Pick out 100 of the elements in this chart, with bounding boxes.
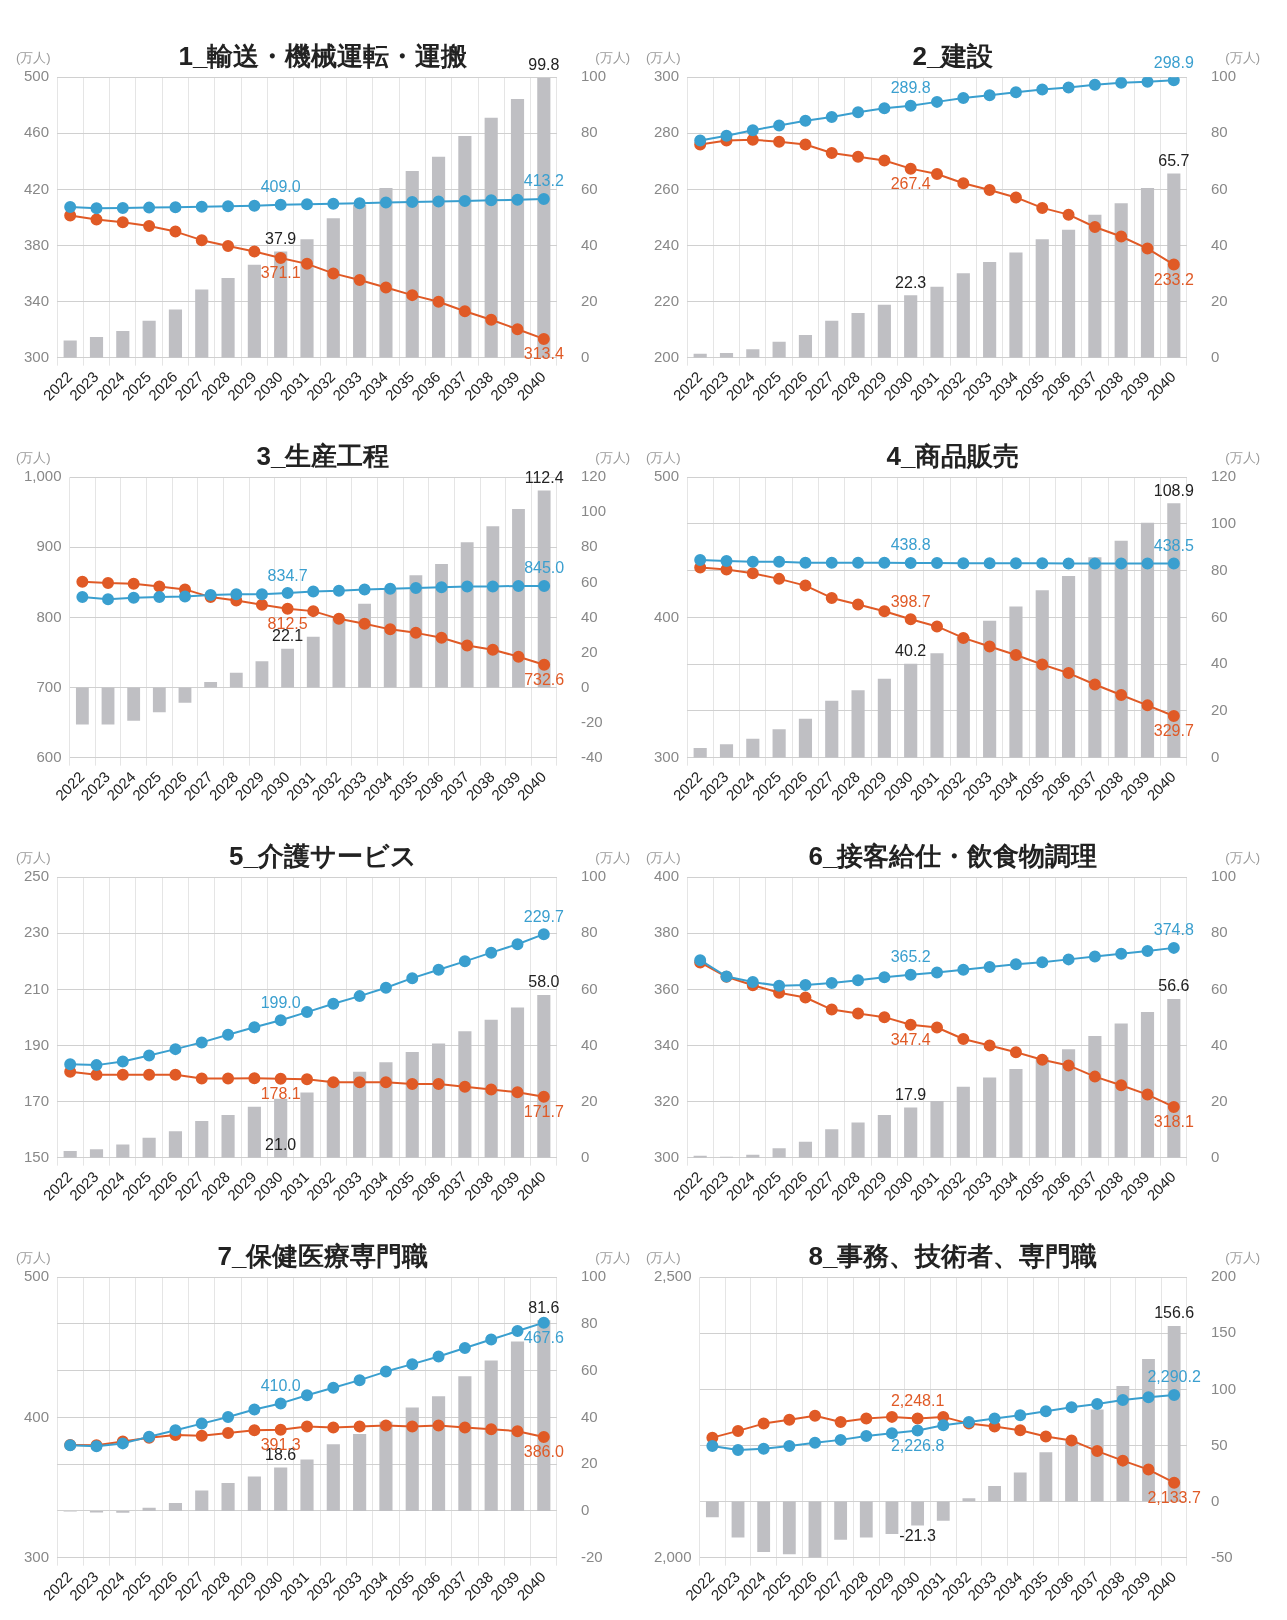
chart-title: 3_生産工程 bbox=[256, 440, 390, 471]
y2-axis-title: (万人) bbox=[595, 450, 630, 466]
data-label: 81.6 bbox=[528, 1298, 560, 1316]
y2-tick-label: 80 bbox=[580, 123, 598, 141]
y2-tick-label: 120 bbox=[580, 467, 606, 485]
y-tick-label: 2,000 bbox=[653, 1547, 692, 1565]
y2-tick-label: 100 bbox=[580, 67, 606, 85]
y2-tick-label: 150 bbox=[1210, 1323, 1236, 1341]
data-label: 199.0 bbox=[260, 993, 301, 1011]
data-label: 58.0 bbox=[528, 973, 560, 991]
data-label: 298.9 bbox=[1153, 53, 1194, 71]
y-tick-label: 700 bbox=[36, 677, 62, 695]
y2-tick-label: 100 bbox=[1210, 1379, 1236, 1397]
chart-title: 1_輸送・機械運転・運搬 bbox=[178, 40, 469, 71]
y-tick-label: 500 bbox=[24, 67, 50, 85]
y-tick-label: 260 bbox=[654, 179, 680, 197]
data-label: 37.9 bbox=[265, 229, 297, 247]
data-label: 438.5 bbox=[1153, 536, 1194, 554]
data-label: 21.0 bbox=[265, 1136, 297, 1154]
y2-axis-title: (万人) bbox=[595, 850, 630, 866]
y2-axis-title: (万人) bbox=[595, 1250, 630, 1266]
data-label: 834.7 bbox=[267, 566, 308, 584]
y-tick-label: 300 bbox=[24, 1547, 50, 1565]
y2-tick-label: 0 bbox=[1210, 1491, 1220, 1509]
data-label: 365.2 bbox=[890, 948, 931, 966]
data-label: 409.0 bbox=[260, 178, 301, 196]
y2-tick-label: 100 bbox=[580, 867, 606, 885]
y2-tick-label: 0 bbox=[580, 1501, 590, 1519]
y2-tick-label: 40 bbox=[580, 1407, 598, 1425]
y2-tick-label: 100 bbox=[580, 502, 606, 520]
data-label: 410.0 bbox=[260, 1376, 301, 1394]
y2-tick-label: 60 bbox=[580, 572, 598, 590]
y-tick-label: 230 bbox=[24, 923, 50, 941]
y-tick-label: 380 bbox=[654, 923, 680, 941]
data-label: 2,248.1 bbox=[890, 1391, 945, 1409]
y2-tick-label: 0 bbox=[580, 677, 590, 695]
chart-title: 8_事務、技術者、専門職 bbox=[808, 1240, 1098, 1271]
y-tick-label: 200 bbox=[654, 347, 680, 365]
data-label: 438.8 bbox=[890, 536, 931, 554]
y2-tick-label: -50 bbox=[1210, 1547, 1233, 1565]
y2-tick-label: -20 bbox=[580, 1547, 603, 1565]
data-label: 413.2 bbox=[523, 172, 564, 190]
data-label: 2,226.8 bbox=[890, 1436, 945, 1454]
y-axis-title: (万人) bbox=[16, 50, 51, 66]
y2-tick-label: 40 bbox=[580, 235, 598, 253]
y2-tick-label: 80 bbox=[1210, 560, 1228, 578]
data-label: 467.6 bbox=[523, 1329, 564, 1347]
y-tick-label: 190 bbox=[24, 1035, 50, 1053]
y2-tick-label: 0 bbox=[580, 1147, 590, 1165]
y-tick-label: 500 bbox=[654, 467, 680, 485]
data-label: 398.7 bbox=[890, 592, 931, 610]
data-label: 112.4 bbox=[524, 468, 564, 486]
y2-tick-label: 20 bbox=[1210, 291, 1228, 309]
y2-tick-label: 100 bbox=[1210, 514, 1236, 532]
y2-tick-label: 40 bbox=[1210, 654, 1228, 672]
y2-tick-label: 80 bbox=[1210, 123, 1228, 141]
data-label: 40.2 bbox=[895, 642, 927, 660]
y-tick-label: 340 bbox=[654, 1035, 680, 1053]
y2-tick-label: 60 bbox=[1210, 179, 1228, 197]
data-label: -21.3 bbox=[899, 1526, 936, 1544]
y2-tick-label: 60 bbox=[580, 1360, 598, 1378]
data-label: 347.4 bbox=[890, 1031, 931, 1049]
data-label: 267.4 bbox=[890, 175, 931, 193]
y-axis-title: (万人) bbox=[646, 450, 681, 466]
data-label: 17.9 bbox=[895, 1085, 927, 1103]
data-label: 99.8 bbox=[528, 56, 560, 74]
data-label: 22.3 bbox=[895, 273, 927, 291]
y-tick-label: 150 bbox=[24, 1147, 50, 1165]
chart-title: 6_接客給仕・飲食物調理 bbox=[808, 840, 1098, 871]
y-tick-label: 400 bbox=[654, 607, 680, 625]
y2-tick-label: 20 bbox=[580, 1454, 598, 1472]
data-label: 156.6 bbox=[1154, 1304, 1195, 1322]
y2-tick-label: 80 bbox=[580, 1314, 598, 1332]
y-tick-label: 400 bbox=[24, 1407, 50, 1425]
y2-tick-label: 40 bbox=[580, 607, 598, 625]
y2-tick-label: 120 bbox=[1210, 467, 1236, 485]
y-tick-label: 1,000 bbox=[23, 467, 62, 485]
data-label: 229.7 bbox=[523, 907, 564, 925]
y2-axis-title: (万人) bbox=[1225, 850, 1260, 866]
y2-tick-label: 20 bbox=[1210, 701, 1228, 719]
data-label: 386.0 bbox=[523, 1443, 564, 1461]
y-axis-title: (万人) bbox=[16, 850, 51, 866]
y2-tick-label: 20 bbox=[1210, 1091, 1228, 1109]
y2-axis-title: (万人) bbox=[1225, 1250, 1260, 1266]
y2-tick-label: 50 bbox=[1210, 1435, 1228, 1453]
y2-tick-label: 60 bbox=[580, 979, 598, 997]
y-tick-label: 380 bbox=[24, 235, 50, 253]
y2-tick-label: 100 bbox=[1210, 867, 1236, 885]
data-label: 2,133.7 bbox=[1147, 1489, 1201, 1507]
y2-axis-title: (万人) bbox=[595, 50, 630, 66]
y2-tick-label: 20 bbox=[580, 1091, 598, 1109]
y-tick-label: 340 bbox=[24, 291, 50, 309]
y-tick-label: 250 bbox=[24, 867, 50, 885]
y-tick-label: 360 bbox=[654, 979, 680, 997]
y2-tick-label: 80 bbox=[580, 537, 598, 555]
data-label: 845.0 bbox=[524, 559, 565, 577]
y2-axis-title: (万人) bbox=[1225, 450, 1260, 466]
y2-tick-label: 0 bbox=[1210, 747, 1220, 765]
data-label: 2,290.2 bbox=[1147, 1368, 1201, 1386]
data-label: 318.1 bbox=[1153, 1113, 1194, 1131]
